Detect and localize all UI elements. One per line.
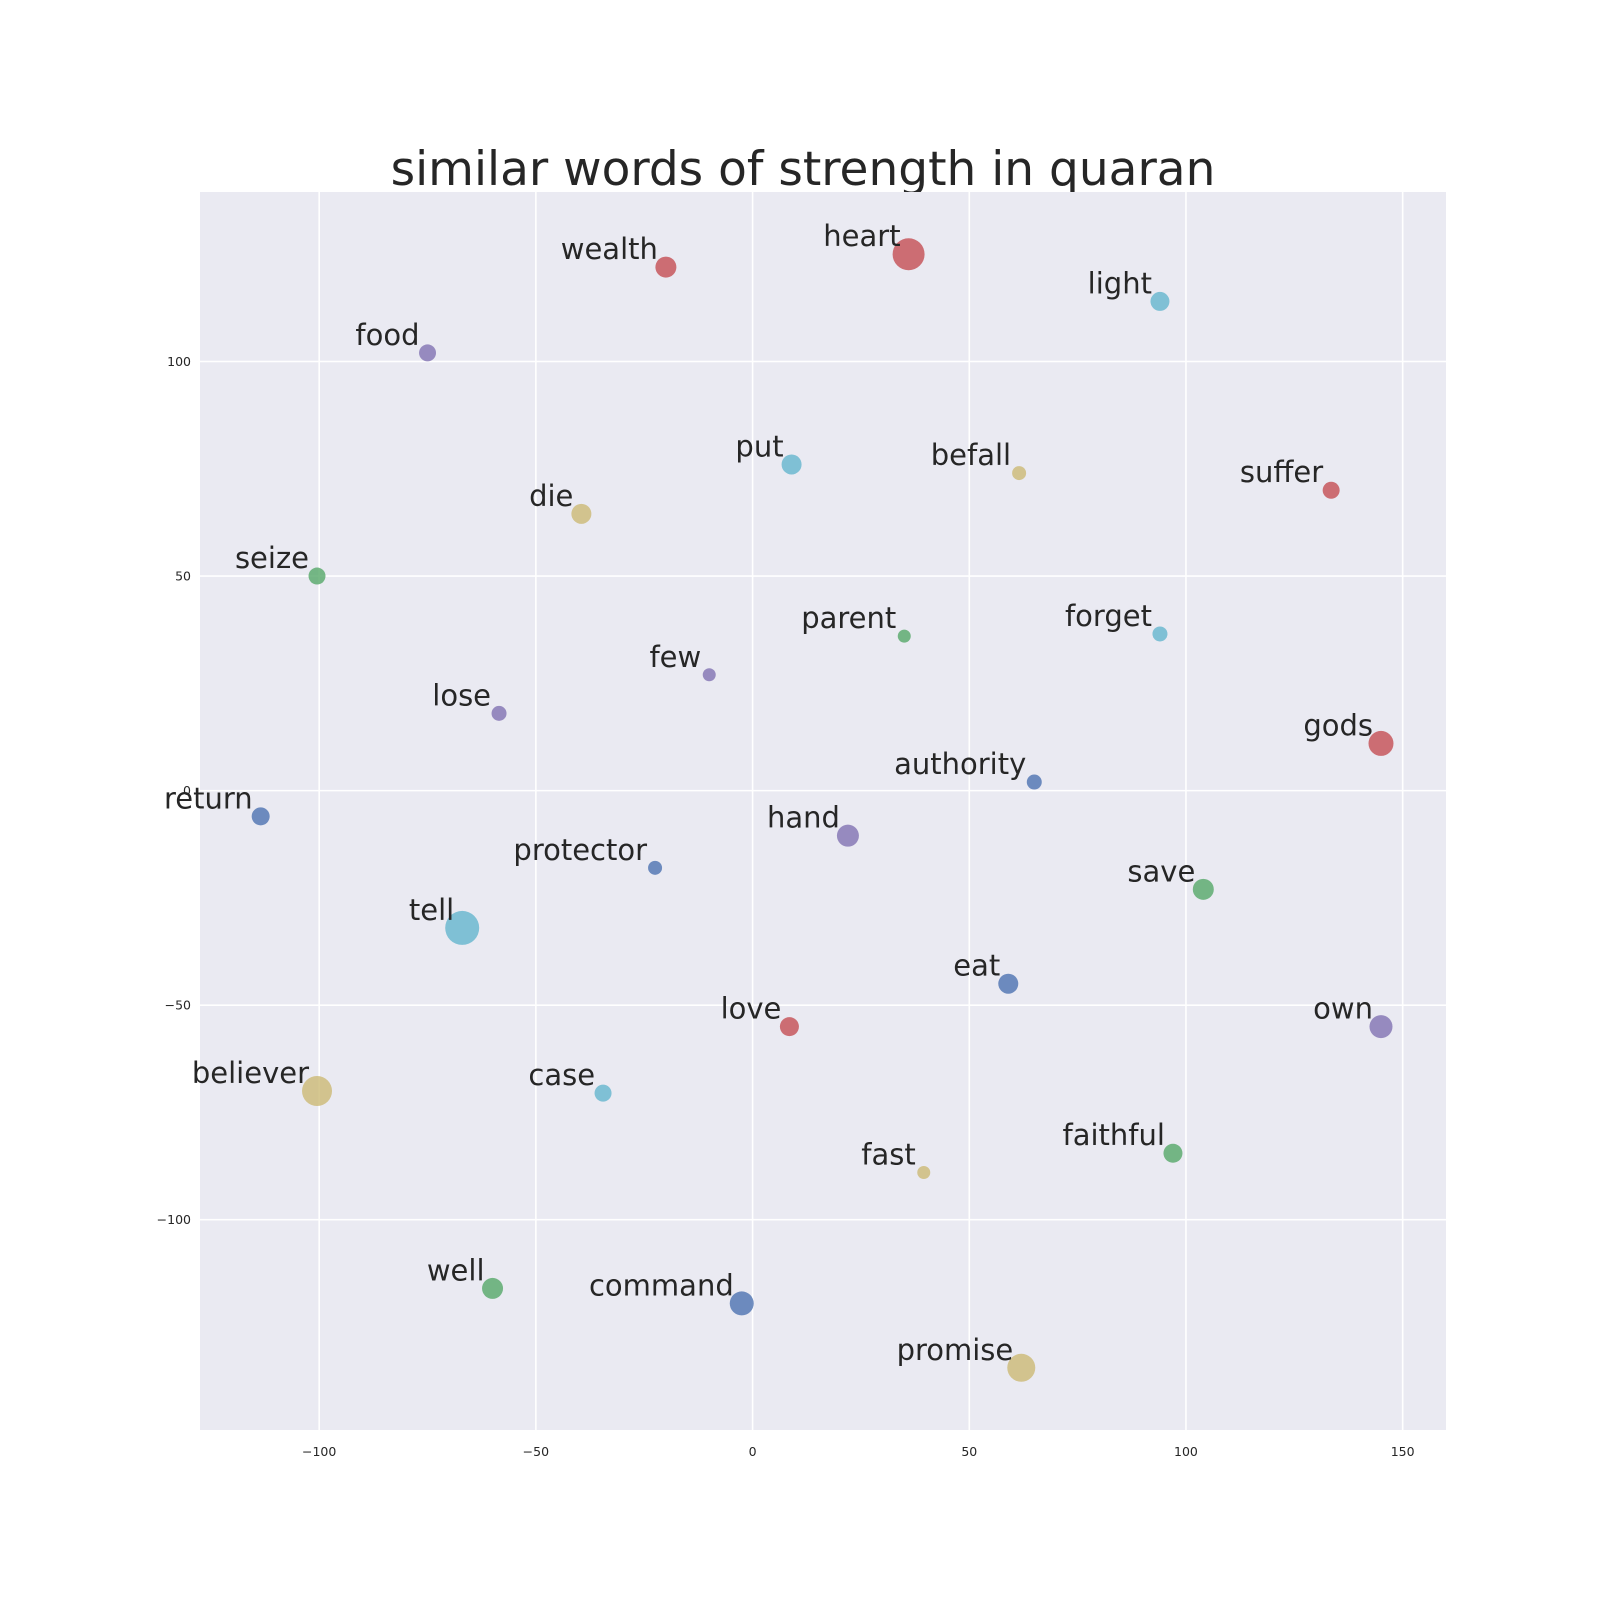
point-protector (648, 860, 663, 875)
label-authority: authority (894, 747, 1026, 781)
label-few: few (649, 640, 701, 674)
label-hand: hand (767, 801, 840, 835)
point-light (1150, 291, 1170, 311)
point-faithful (1163, 1143, 1183, 1163)
y-tick-label: 50 (175, 569, 191, 584)
point-command (729, 1291, 754, 1316)
point-heart (892, 238, 925, 271)
label-parent: parent (801, 601, 896, 635)
point-love (779, 1017, 799, 1037)
point-put (781, 454, 802, 475)
point-case (594, 1084, 612, 1102)
label-befall: befall (931, 438, 1011, 472)
point-own (1369, 1015, 1393, 1039)
label-well: well (427, 1253, 485, 1287)
label-promise: promise (897, 1333, 1014, 1367)
y-tick-label: 100 (167, 354, 191, 369)
point-believer (302, 1075, 333, 1106)
y-tick-label: −50 (165, 998, 191, 1013)
label-light: light (1088, 266, 1152, 300)
label-case: case (528, 1058, 595, 1092)
label-suffer: suffer (1240, 455, 1323, 489)
point-save (1192, 878, 1214, 900)
point-return (251, 807, 270, 826)
point-promise (1007, 1353, 1036, 1382)
label-eat: eat (953, 949, 1000, 983)
y-tick-label: 0 (183, 783, 191, 798)
point-wealth (655, 256, 677, 278)
x-tick-label: 100 (1174, 1444, 1198, 1459)
point-parent (897, 629, 911, 643)
label-fast: fast (861, 1138, 915, 1172)
point-lose (491, 705, 507, 721)
grid-lines (200, 192, 1446, 1430)
label-food: food (355, 318, 419, 352)
x-tick-label: 50 (961, 1444, 977, 1459)
point-seize (308, 567, 326, 585)
point-authority (1026, 774, 1042, 790)
y-axis-ticks: −100 −50 0 50 100 (157, 354, 191, 1227)
point-eat (998, 973, 1019, 994)
label-forget: forget (1065, 599, 1152, 633)
point-suffer (1322, 481, 1340, 499)
x-tick-label: 150 (1391, 1444, 1415, 1459)
chart-title: similar words of strength in quaran (391, 142, 1216, 197)
label-wealth: wealth (561, 232, 658, 266)
x-axis-ticks: −100 −50 0 50 100 150 (302, 1444, 1415, 1459)
label-heart: heart (823, 219, 900, 253)
label-faithful: faithful (1063, 1118, 1165, 1152)
word-labels: heart wealth light food put befall suffer die se… (164, 219, 1373, 1367)
data-points (251, 238, 1394, 1382)
label-return: return (164, 781, 253, 815)
label-gods: gods (1303, 708, 1373, 742)
x-tick-label: −100 (302, 1444, 336, 1459)
plot-area (200, 192, 1446, 1430)
point-forget (1152, 626, 1168, 642)
point-hand (836, 824, 859, 847)
label-put: put (735, 429, 783, 463)
label-save: save (1127, 854, 1195, 888)
point-die (571, 503, 592, 524)
label-lose: lose (432, 678, 491, 712)
point-food (419, 344, 437, 362)
y-tick-label: −100 (157, 1212, 191, 1227)
label-love: love (721, 992, 782, 1026)
point-gods (1368, 730, 1394, 756)
label-die: die (529, 479, 573, 513)
point-few (702, 668, 716, 682)
point-tell (445, 910, 480, 945)
point-fast (917, 1166, 931, 1180)
point-well (482, 1277, 504, 1299)
label-seize: seize (235, 541, 309, 575)
label-protector: protector (513, 833, 647, 867)
label-command: command (589, 1268, 734, 1302)
label-own: own (1313, 992, 1373, 1026)
x-tick-label: −50 (523, 1444, 549, 1459)
x-tick-label: 0 (749, 1444, 757, 1459)
label-tell: tell (409, 893, 454, 927)
label-believer: believer (192, 1056, 309, 1090)
point-befall (1012, 466, 1027, 481)
